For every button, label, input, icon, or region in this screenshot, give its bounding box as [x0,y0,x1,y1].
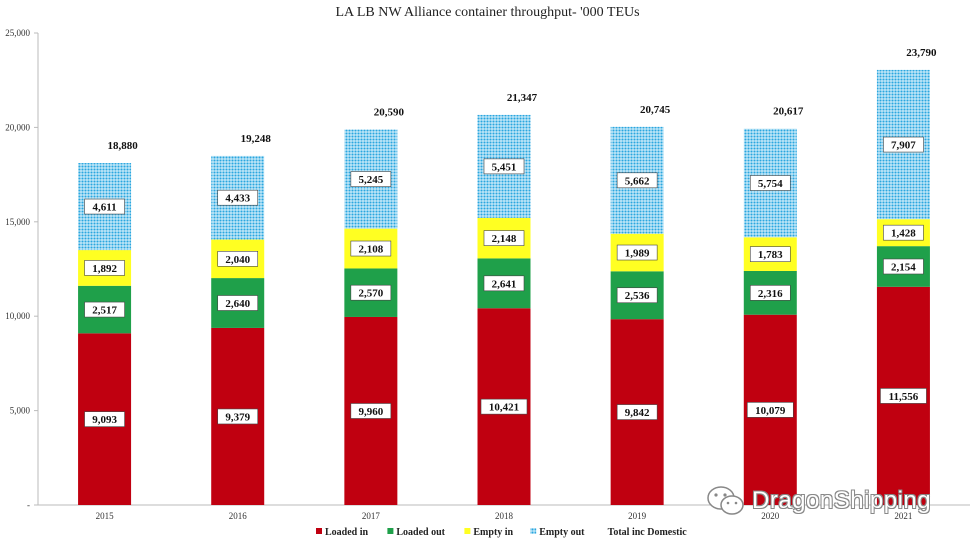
y-tick-label: 10,000 [5,311,30,321]
data-label-box [883,258,924,275]
data-label-box [616,172,658,189]
data-label-box [480,398,528,415]
data-label-box [483,158,525,175]
data-label-box [483,275,525,292]
data-label: 5,662 [625,175,650,187]
data-label-box [749,246,791,262]
data-label-box [350,240,392,257]
legend-label: Empty in [473,527,513,538]
data-label: 1,428 [891,228,916,240]
data-label-box [746,402,794,418]
data-label: 2,640 [225,298,250,310]
watermark: DragonShipping [706,484,931,518]
data-label: 9,093 [92,414,117,426]
x-tick-label: 2017 [362,511,381,521]
x-tick-label: 2015 [96,511,115,521]
y-tick-label: 25,000 [5,28,30,38]
data-label: 9,842 [625,407,650,419]
data-label-box [217,251,259,267]
data-label: 2,040 [225,254,250,266]
total-label: 20,590 [374,107,405,119]
data-label-box [84,198,125,215]
data-label: 11,556 [889,391,919,403]
data-label: 5,245 [358,174,383,186]
data-label-box [883,136,924,153]
data-label-box [217,408,259,425]
chart-title: LA LB NW Alliance container throughput- … [335,5,640,20]
data-label: 9,960 [358,406,383,418]
y-tick-label: 20,000 [5,122,30,132]
data-label-box [217,189,259,206]
watermark-text: DragonShipping [752,487,932,514]
wechat-icon [707,486,744,515]
data-label-box [883,224,924,241]
data-label-box [84,301,125,318]
legend-label: Total inc Domestic [608,527,688,538]
data-label-box [880,388,927,404]
data-label-box [84,411,125,427]
x-tick-label: 2020 [761,511,780,521]
data-label-box [84,260,125,276]
data-label: 9,379 [225,411,250,423]
legend-swatch [464,528,471,534]
legend-label: Loaded out [396,527,445,538]
total-label: 21,347 [507,92,538,104]
x-tick-label: 2016 [229,511,248,521]
data-label: 2,641 [492,278,517,290]
data-label: 1,989 [625,248,650,260]
data-label-box [749,285,791,301]
total-label: 20,745 [640,104,671,116]
data-label-box [616,404,658,420]
data-label-box [350,284,392,301]
data-label-box [616,287,658,304]
data-label: 10,421 [489,402,519,414]
legend-swatch [530,528,537,534]
total-label: 23,790 [906,47,937,59]
total-label: 19,248 [241,133,272,145]
data-label: 2,536 [625,290,650,302]
data-label-box [217,295,259,311]
y-tick-label: 5,000 [10,406,31,416]
legend-swatch [316,528,322,534]
y-tick-label: - [27,500,30,510]
data-label: 2,148 [492,233,517,245]
data-label: 5,451 [492,161,517,173]
data-label: 2,570 [358,288,383,300]
data-label: 10,079 [755,405,786,417]
x-tick-label: 2019 [628,511,647,521]
data-label: 5,754 [758,178,783,190]
data-label: 4,433 [225,193,250,205]
data-label: 2,316 [758,288,783,300]
legend-label: Empty out [539,527,585,538]
y-tick-label: 15,000 [5,217,30,227]
legend-swatch [387,528,394,534]
data-label: 2,154 [891,261,916,273]
x-tick-label: 2021 [894,511,912,521]
total-label: 18,880 [107,140,138,152]
data-label: 2,108 [358,244,383,256]
data-label: 7,907 [891,140,916,152]
data-label-box [616,244,658,261]
data-label-box [483,230,525,246]
data-label-box [350,403,392,419]
total-label: 20,617 [773,106,804,118]
x-tick-label: 2018 [495,511,514,521]
data-label: 4,611 [92,202,116,214]
data-label-box [350,171,392,187]
data-label-box [749,175,791,191]
data-label: 1,892 [92,263,117,275]
legend-label: Loaded in [325,527,369,538]
data-label: 1,783 [758,249,783,261]
data-label: 2,517 [92,305,117,317]
